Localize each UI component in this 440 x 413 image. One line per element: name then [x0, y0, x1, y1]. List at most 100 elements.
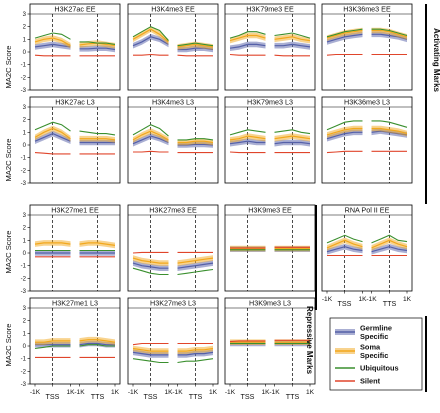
panel-h3k79me3-l3: H3K79me3 L3	[224, 96, 316, 184]
panel-h3k27me3-l3-frame	[127, 297, 219, 385]
panel-h3k4me3-ee: H3K4me3 EE	[127, 3, 219, 91]
panel-h3k36me3-ee-series-germline-specific-line	[326, 33, 363, 43]
panel-h3k9me3-l3-xtick-label: 1K	[261, 389, 270, 396]
panel-h3k27me3-l3-title: H3K27me3 L3	[150, 299, 196, 308]
panel-h3k36me3-l3-frame	[321, 96, 413, 184]
panel-h3k27ac-ee: H3K27ac EE -3 -2 -1 0 1 2 3	[21, 3, 121, 94]
panel-h3k27me1-ee-ytick-label: 1	[23, 238, 27, 244]
side-markers: Activating Marks Repressive Marks	[305, 4, 440, 392]
panel-h3k9me3-l3-xtick-label: TTS	[286, 392, 300, 401]
panel-h3k36me3-l3-series-soma-specific-line	[371, 127, 408, 135]
panel-h3k27me1-l3-ytick-label: -3	[21, 382, 27, 388]
panel-h3k79me3-l3-series-soma-specific-line	[274, 135, 311, 140]
panel-h3k27me1-l3-xtick-label: -1K	[30, 389, 41, 396]
panel-h3k27me1-l3-ytick-label: -2	[21, 369, 27, 375]
panel-h3k79me3-ee: H3K79me3 EE	[224, 3, 316, 91]
panel-h3k4me3-ee-series-ubiquitous-line	[177, 42, 214, 47]
panel-h3k27me3-l3-xtick-label: TTS	[189, 392, 203, 401]
panel-rna-pol-ii-ee-series-soma-specific-line	[326, 239, 363, 249]
panel-h3k27me3-ee-title: H3K27me3 EE	[149, 206, 197, 215]
panel-h3k27me1-l3-xtick-label: -1K	[74, 389, 85, 396]
panel-h3k27me1-l3-xtick-label: 1K	[111, 389, 120, 396]
panel-h3k27me3-l3: H3K27me3 L3-1K TSS 1K -1K TTS 1K	[127, 297, 219, 401]
panel-h3k27me1-l3-ytick-label: -1	[21, 357, 27, 363]
panel-rna-pol-ii-ee-xtick-label: TSS	[338, 299, 352, 308]
panel-h3k27ac-ee-series-soma-specific-line	[34, 37, 71, 47]
panel-h3k79me3-ee-series-soma-specific-band	[274, 34, 310, 44]
panel-h3k27me1-l3-series-soma-specific-band	[79, 336, 115, 345]
panel-h3k27ac-l3-series-soma-specific-line	[79, 138, 116, 141]
legend: GermlineSpecificSomaSpecificUbiquitousSi…	[329, 317, 423, 391]
panel-h3k27ac-l3-series-ubiquitous-line	[34, 121, 71, 132]
panel-h3k27me3-l3-series-silent-line	[132, 342, 169, 346]
panel-rna-pol-ii-ee: RNA Pol II EE-1K TSS 1K -1K TTS 1K	[321, 204, 413, 308]
panel-h3k27ac-ee-series-soma-specific-band	[35, 35, 71, 49]
panel-h3k79me3-ee-series-silent-line	[229, 53, 266, 56]
panel-h3k27me1-l3-series-ubiquitous-line	[79, 344, 115, 347]
panel-h3k27me3-ee-series-germline-specific-line	[177, 262, 214, 269]
y-axis-label-row-1: MA2C Score	[4, 45, 13, 88]
panel-h3k27me1-l3-series-ubiquitous-line	[34, 345, 71, 350]
panel-h3k79me3-l3-series-soma-specific-band	[230, 133, 266, 143]
panel-h3k27me3-ee-series-germline-specific-line	[132, 262, 169, 269]
panel-h3k79me3-ee-series-ubiquitous-line	[229, 31, 266, 39]
panel-h3k27me3-ee-frame	[127, 204, 219, 292]
panel-h3k4me3-ee-title: H3K4me3 EE	[151, 5, 195, 14]
panel-h3k27me1-l3-ytick-label: 0	[23, 344, 27, 350]
panel-h3k27me1-l3-xtick-label: 1K	[66, 389, 75, 396]
panel-h3k36me3-l3-series-ubiquitous-line	[326, 120, 363, 131]
panel-h3k27ac-ee-series-germline-specific-band	[35, 41, 71, 50]
panel-h3k27me1-l3-series-soma-specific-line	[35, 340, 71, 343]
panel-h3k27me1-ee-ytick-label: 3	[23, 213, 27, 219]
panel-h3k27me3-l3-series-ubiquitous-line	[132, 358, 169, 364]
panel-h3k27me3-l3-series-soma-specific-band	[133, 345, 169, 354]
panel-h3k27me1-ee-frame	[29, 204, 121, 292]
panel-h3k27ac-ee-series-ubiquitous-line	[34, 32, 71, 40]
panel-h3k27ac-ee-ytick-label: 2	[23, 25, 27, 31]
panel-h3k27ac-ee-ytick-label: 0	[23, 50, 27, 56]
panel-h3k27me3-l3-series-germline-specific-line	[132, 351, 169, 356]
legend-item-soma-specific-label: Soma	[360, 342, 381, 351]
panel-h3k27me3-ee: H3K27me3 EE	[127, 204, 219, 292]
panel-h3k27ac-l3-ytick-label: -2	[21, 168, 27, 174]
panel-h3k79me3-l3-series-soma-specific-line	[229, 135, 266, 141]
panel-h3k27ac-l3-series-soma-specific-line	[34, 127, 71, 140]
legend-item-soma-specific-label: Specific	[360, 351, 388, 360]
panel-h3k79me3-ee-series-soma-specific-line	[274, 36, 311, 42]
legend-item-ubiquitous-label: Ubiquitous	[360, 364, 399, 373]
panels-group: H3K27ac EE -3 -2 -1 0 1 2 3 H3K4me3 EE H3K79me3 E…	[21, 3, 413, 401]
panel-h3k4me3-l3-series-soma-specific-line	[132, 130, 169, 141]
panel-h3k27me1-l3-ytick-label: 3	[23, 306, 27, 312]
panel-h3k4me3-ee-series-ubiquitous-line	[132, 26, 169, 41]
panel-h3k27me3-l3-series-soma-specific-line	[177, 347, 214, 352]
panel-h3k36me3-l3: H3K36me3 L3	[321, 96, 413, 184]
panel-h3k79me3-l3-series-silent-line	[229, 151, 266, 154]
panel-h3k9me3-l3-xtick-label: 1K	[306, 389, 315, 396]
panel-rna-pol-ii-ee-series-soma-specific-line	[371, 239, 408, 249]
panel-h3k27me3-ee-series-soma-specific-line	[132, 257, 169, 264]
panel-h3k27me1-ee-ytick-label: 0	[23, 251, 27, 257]
panel-h3k27ac-ee-ytick-label: -3	[21, 88, 27, 94]
y-axis-label-row-2: MA2C Score	[4, 138, 13, 181]
panel-h3k36me3-ee-title: H3K36me3 EE	[343, 5, 391, 14]
panel-h3k36me3-l3-series-ubiquitous-line	[371, 120, 408, 128]
panel-h3k27me3-l3-xtick-label: TSS	[144, 392, 158, 401]
panel-h3k4me3-l3-series-germline-specific-line	[132, 135, 169, 145]
panel-h3k27ac-l3: H3K27ac L3 -3 -2 -1 0 1 2 3	[21, 96, 121, 187]
panel-h3k9me3-l3: H3K9me3 L3-1K TSS 1K -1K TTS 1K	[224, 297, 316, 401]
panel-h3k79me3-ee-series-germline-specific-band	[274, 41, 310, 50]
panel-h3k4me3-ee-series-soma-specific-line	[177, 43, 214, 48]
panel-h3k27me3-ee-series-ubiquitous-line	[132, 267, 169, 276]
panel-h3k4me3-l3-series-ubiquitous-line	[177, 138, 214, 141]
panel-h3k79me3-ee-series-silent-line	[274, 54, 310, 57]
panel-h3k27me1-l3-series-soma-specific-band	[35, 338, 71, 345]
panel-h3k27ac-ee-series-silent-line	[34, 54, 71, 57]
panel-h3k27me1-ee-ytick-label: -1	[21, 264, 27, 270]
panel-h3k36me3-ee-series-soma-specific-line	[326, 29, 363, 39]
panel-h3k27ac-ee-ytick-label: 1	[23, 37, 27, 43]
panel-rna-pol-ii-ee-xtick-label: 1K	[403, 296, 412, 303]
panel-h3k27me1-l3-ytick-label: 1	[23, 331, 27, 337]
panel-rna-pol-ii-ee-series-ubiquitous-line	[326, 234, 363, 244]
